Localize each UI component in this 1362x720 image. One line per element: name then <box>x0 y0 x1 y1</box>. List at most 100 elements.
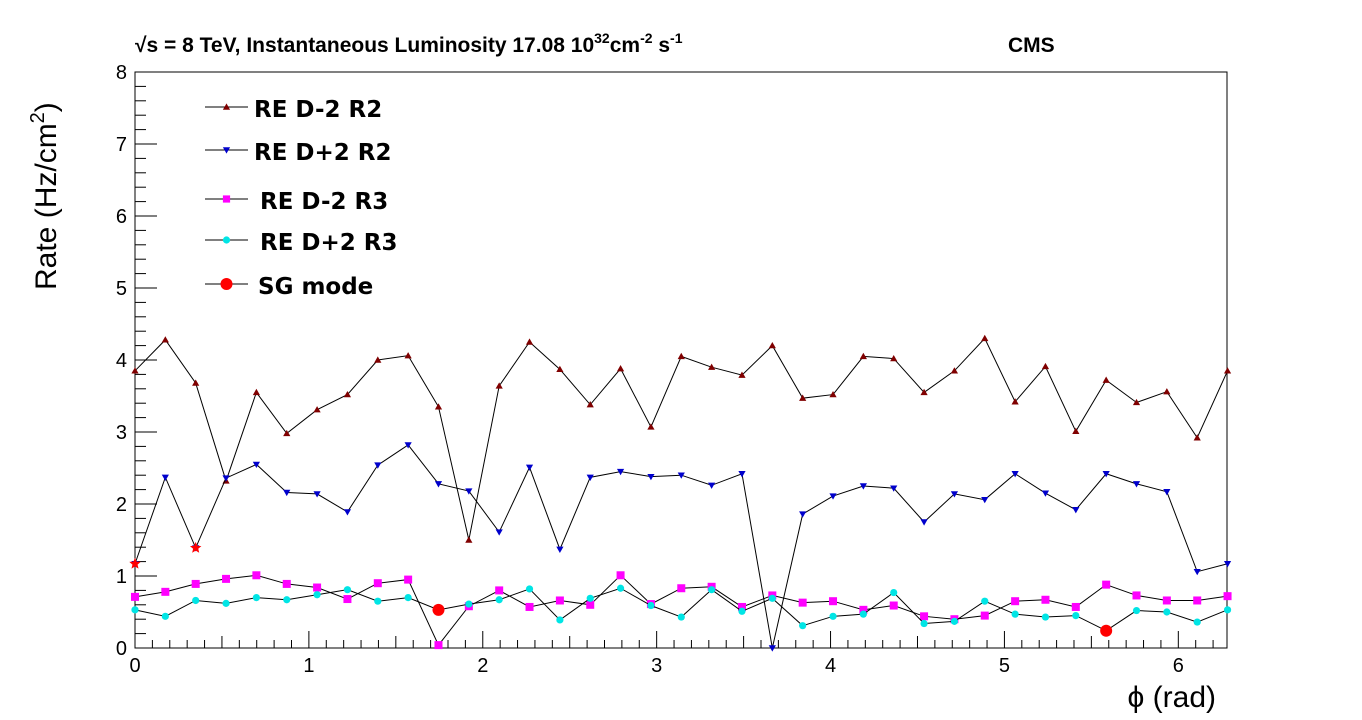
data-point <box>1163 388 1171 395</box>
data-point <box>555 596 564 605</box>
y-tick-label: 2 <box>116 494 127 516</box>
data-point <box>920 612 929 621</box>
data-point <box>1193 568 1201 576</box>
data-point <box>950 617 959 625</box>
data-point <box>889 601 898 610</box>
legend-label: SG mode <box>258 274 373 300</box>
y-tick-label: 0 <box>116 638 127 660</box>
data-point <box>1223 592 1232 601</box>
data-point <box>525 585 534 593</box>
data-point <box>677 584 686 593</box>
data-point <box>981 597 989 605</box>
data-point <box>161 474 169 481</box>
data-point <box>495 586 504 595</box>
series-line <box>134 587 1228 632</box>
ylabel-exp: 2 <box>27 112 49 123</box>
data-point <box>282 579 291 588</box>
data-point <box>192 379 200 386</box>
y-tick-label: 5 <box>116 278 127 300</box>
data-point <box>1193 618 1201 626</box>
data-point <box>313 406 321 413</box>
data-point <box>981 334 989 342</box>
x-tick-label: 3 <box>651 655 662 677</box>
data-point <box>859 483 867 490</box>
data-point <box>1193 596 1202 605</box>
data-point <box>616 571 625 580</box>
y-tick-label: 1 <box>116 566 127 588</box>
data-point <box>616 584 625 592</box>
data-point <box>586 401 594 408</box>
data-point <box>313 591 321 599</box>
data-point <box>222 475 230 482</box>
data-point <box>1223 367 1232 374</box>
data-point <box>252 461 260 468</box>
data-point <box>768 594 776 602</box>
data-point <box>586 600 595 609</box>
data-point <box>586 474 594 481</box>
series-1 <box>131 334 1232 543</box>
series-layer <box>129 334 1232 652</box>
legend-marker <box>222 147 231 154</box>
data-point <box>920 519 928 526</box>
data-point <box>222 574 231 583</box>
sg-mode-point <box>1100 624 1113 637</box>
legend-entry: SG mode <box>205 274 373 300</box>
data-point <box>313 491 321 498</box>
data-point <box>950 491 959 498</box>
legend-marker <box>222 195 231 203</box>
data-point <box>768 645 776 652</box>
experiment-label: CMS <box>1008 34 1055 57</box>
data-point <box>890 485 898 492</box>
x-tick-label: 6 <box>1173 655 1184 677</box>
series-4 <box>131 584 1232 635</box>
sg-mode-star-point <box>129 557 141 569</box>
data-point <box>738 471 746 478</box>
data-point <box>1072 427 1080 434</box>
data-point <box>283 596 291 604</box>
data-point <box>1102 471 1110 478</box>
data-point <box>829 612 837 620</box>
x-tick-label: 2 <box>477 655 488 677</box>
data-point <box>1011 398 1019 405</box>
ylabel-end: ) <box>30 102 63 112</box>
data-point <box>465 600 473 608</box>
data-point <box>525 602 534 611</box>
data-point <box>525 338 534 345</box>
x-tick-label: 5 <box>999 655 1010 677</box>
legend-marker <box>222 236 231 244</box>
data-point <box>1102 376 1110 383</box>
legend-marker <box>222 103 231 110</box>
data-point <box>1102 580 1111 589</box>
data-point <box>859 605 868 614</box>
y-tick-label: 6 <box>116 206 127 228</box>
legend-marker <box>220 278 233 290</box>
sg-mode-points <box>129 541 1113 637</box>
data-point <box>708 363 716 370</box>
data-point <box>495 596 503 604</box>
title-exp2: -2 <box>640 30 653 46</box>
data-point <box>434 641 443 650</box>
series-line <box>134 337 1229 541</box>
data-point <box>1041 490 1050 497</box>
data-point <box>191 579 200 588</box>
x-tick-label: 1 <box>303 655 314 677</box>
data-point <box>859 610 867 618</box>
data-point <box>465 536 473 543</box>
data-point <box>677 352 685 360</box>
data-point <box>799 511 807 518</box>
title-exp1: 32 <box>594 30 610 46</box>
data-point <box>343 390 352 398</box>
data-point <box>283 489 291 497</box>
y-axis-label: Rate (Hz/cm2) <box>27 102 63 290</box>
data-point <box>343 595 352 604</box>
x-tick-label: 4 <box>825 655 836 677</box>
data-point <box>950 367 959 374</box>
data-point <box>738 607 746 615</box>
title-exp3: -1 <box>670 30 683 46</box>
data-point <box>980 611 989 620</box>
data-point <box>373 579 382 588</box>
data-point <box>920 388 928 396</box>
data-point <box>1193 434 1201 441</box>
data-point <box>616 365 625 372</box>
